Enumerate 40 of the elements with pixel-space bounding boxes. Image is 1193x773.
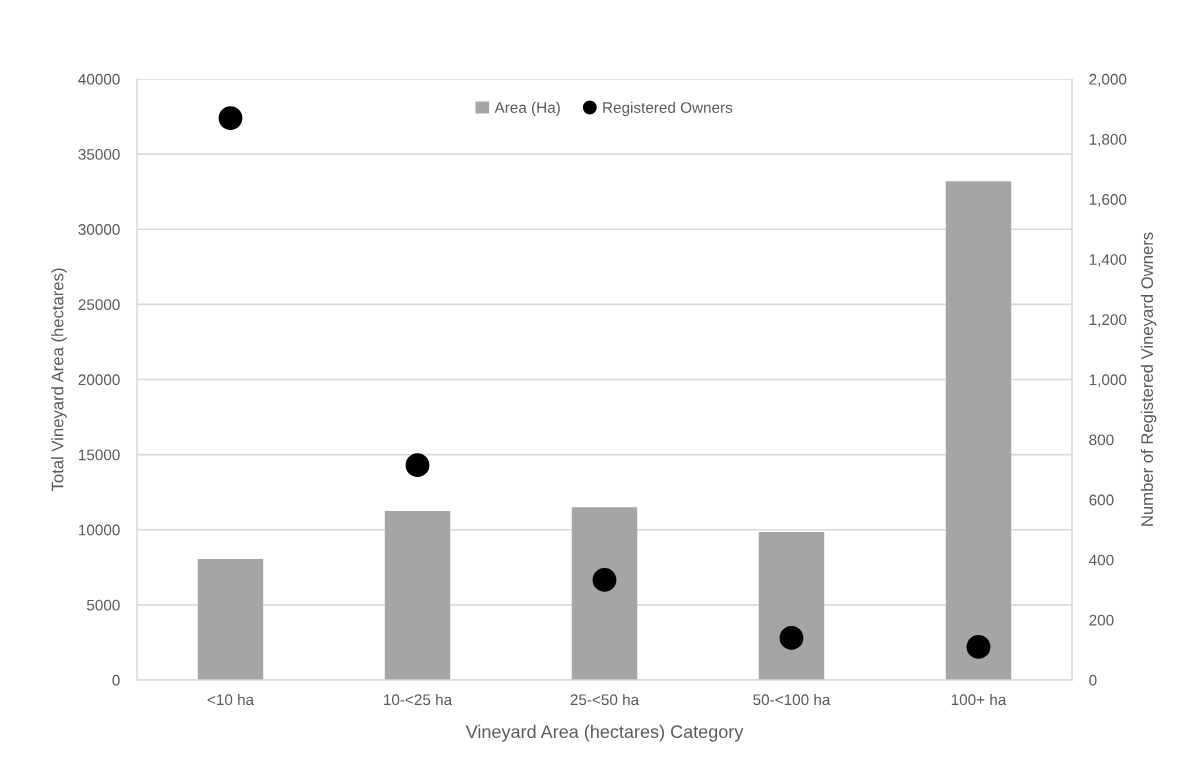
point (218, 106, 243, 130)
y-axis-title: Total Vineyard Area (hectares) (51, 268, 67, 492)
y-tick-label: 5000 (86, 599, 120, 611)
x-tick-label: 25-<50 ha (570, 693, 640, 706)
point (592, 568, 617, 592)
y2-axis-title: Number of Registered Vineyard Owners (1140, 232, 1157, 526)
y2-tick-label: 1,800 (1089, 133, 1127, 147)
y2-tick-label: 2,000 (1089, 73, 1127, 87)
x-tick-label: <10 ha (207, 693, 255, 706)
y2-tick-label: 0 (1089, 674, 1097, 686)
y2-tick-label: 600 (1089, 494, 1114, 506)
y2-tick-label: 1,200 (1089, 314, 1127, 327)
y-tick-label: 20000 (78, 374, 120, 386)
point (966, 635, 991, 659)
y-tick-label: 25000 (78, 299, 120, 311)
y2-tick-label: 1,600 (1089, 194, 1127, 207)
y2-tick-label: 800 (1089, 434, 1114, 446)
y-tick-label: 0 (112, 674, 120, 686)
legend-label: Registered Owners (603, 101, 733, 117)
y-tick-label: 40000 (78, 73, 120, 85)
y2-tick-label: 1,400 (1089, 254, 1127, 267)
y-tick-label: 30000 (78, 224, 120, 235)
y2-tick-label: 400 (1089, 554, 1114, 566)
y2-tick-label: 1,000 (1089, 374, 1127, 387)
y-tick-label: 15000 (79, 449, 120, 461)
x-tick-label: 10-<25 ha (384, 693, 453, 706)
x-tick-label: 100+ ha (951, 693, 1007, 706)
y-tick-label: 10000 (79, 524, 120, 536)
point (405, 453, 430, 478)
bar (571, 507, 638, 680)
x-axis-title: Vineyard Area (hectares) Category (465, 724, 744, 742)
y-tick-label: 35000 (78, 148, 120, 160)
legend-label: Area (Ha) (494, 101, 560, 116)
y2-tick-label: 200 (1089, 614, 1114, 626)
bar (197, 559, 264, 680)
bar (758, 532, 825, 680)
bar (384, 510, 451, 680)
bar (945, 181, 1012, 680)
point (779, 626, 804, 650)
x-tick-label: 50-<100 ha (753, 693, 831, 706)
